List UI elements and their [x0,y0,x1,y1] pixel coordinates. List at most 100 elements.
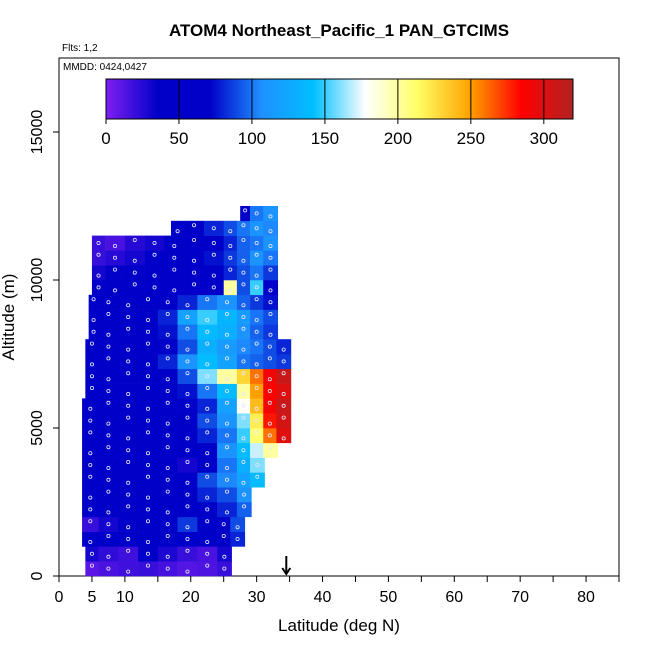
sample-point [88,507,93,512]
sample-point [152,240,157,245]
sample-point [281,403,286,408]
sample-point [254,273,259,278]
heatmap-cell [177,428,198,444]
heatmap-cell [197,472,218,488]
heatmap-cell [91,235,106,251]
heatmap-cell [105,280,126,296]
heatmap-cell [85,339,99,355]
sample-point [126,403,131,408]
heatmap-cell [263,442,279,458]
heatmap-cell [263,309,279,325]
heatmap-cell [236,368,251,384]
sample-point [224,388,229,393]
sample-point [172,255,177,260]
sample-point [165,465,170,470]
sample-point [241,223,246,228]
sample-point [185,303,190,308]
heatmap-cell [177,531,198,547]
sample-point [106,510,111,515]
sample-point [224,510,229,515]
sample-point [88,540,93,545]
sample-point [224,477,229,482]
heatmap-cell [197,502,218,518]
sample-point [152,285,157,290]
sample-point [132,282,137,287]
heatmap-cell [98,561,119,577]
heatmap-cell [157,324,178,340]
heatmap-cell [197,428,218,444]
heatmap-cell [164,265,185,281]
heatmap-cell [138,354,159,370]
heatmap-cell [82,487,99,503]
sample-point [106,332,111,337]
x-tick-label: 70 [511,589,529,606]
heatmap-cell [98,309,119,325]
heatmap-cell [197,368,218,384]
sample-point [205,507,210,512]
heatmap-cell [144,280,165,296]
heatmap-cell [217,294,238,310]
sample-point [89,385,94,390]
heatmap-cell [124,265,145,281]
heatmap-cell [223,220,238,236]
heatmap-cell [236,339,251,355]
sample-point [267,400,272,405]
heatmap-cell [177,339,198,355]
heatmap-cell [177,442,198,458]
heatmap-cell [177,324,198,340]
sample-point [228,288,233,293]
heatmap-cells [82,206,292,577]
heatmap-cell [236,354,251,370]
sample-point [126,436,131,441]
sample-point [106,377,111,382]
heatmap-cell [263,220,279,236]
heatmap-cell [197,339,218,355]
heatmap-cell [197,442,218,458]
sample-point [205,317,210,322]
heatmap-cell [118,502,139,518]
heatmap-cell [236,309,251,325]
sample-point [165,300,170,305]
sample-point [165,400,170,405]
heatmap-cell [82,531,99,547]
heatmap-cell [263,324,279,340]
heatmap-cell [118,531,139,547]
sample-point [268,243,273,248]
heatmap-cell [82,442,99,458]
sample-point [106,477,111,482]
sample-point [205,519,210,524]
sample-point [152,273,157,278]
heatmap-cell [276,413,292,429]
sample-point [224,300,229,305]
heatmap-cell [157,339,178,355]
heatmap-cell [217,368,238,384]
heatmap-cell [138,531,159,547]
colorbar-tick-label: 50 [170,129,189,148]
heatmap-cell [177,561,198,577]
sample-point [281,391,286,396]
heatmap-cell [82,472,99,488]
sample-point [281,347,286,352]
sample-point [175,229,180,234]
heatmap-cell [82,516,99,532]
sample-point [268,255,273,260]
sample-point [254,451,259,456]
heatmap-cell [223,265,238,281]
heatmap-cell [118,294,139,310]
sample-point [126,303,131,308]
sample-point [88,430,93,435]
heatmap-cell [217,309,238,325]
heatmap-cell [171,220,185,236]
sample-point [185,537,190,542]
heatmap-cell [203,220,224,236]
sample-point [224,421,229,426]
sample-point [228,243,233,248]
heatmap-cell [197,516,218,532]
heatmap-cell [263,280,279,296]
heatmap-cell [263,413,277,429]
y-axis: 0 5000 10000 15000 [29,110,59,580]
heatmap-cell [88,294,99,310]
sample-point [106,489,111,494]
sample-point [126,537,131,542]
heatmap-cell [197,324,218,340]
